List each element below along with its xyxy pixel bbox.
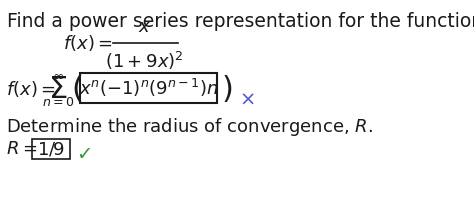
Text: Find a power series representation for the function.: Find a power series representation for t… [8,12,474,31]
Text: $(1 + 9x)^2$: $(1 + 9x)^2$ [105,50,184,72]
Text: $f(x) =$: $f(x) =$ [6,79,55,99]
FancyBboxPatch shape [32,139,71,159]
Text: Determine the radius of convergence, $R$.: Determine the radius of convergence, $R$… [6,116,373,138]
Text: $x$: $x$ [138,18,151,36]
Text: $\checkmark$: $\checkmark$ [76,143,91,161]
Text: $R =$: $R =$ [6,140,37,158]
Text: $)$: $)$ [221,74,232,105]
Text: $\times$: $\times$ [239,89,255,108]
Text: $\Sigma$: $\Sigma$ [48,74,68,104]
Text: $n = 0$: $n = 0$ [42,95,74,108]
Text: $1/9$: $1/9$ [37,140,65,158]
Text: $x^n(-1)^n(9^{n-1})n$: $x^n(-1)^n(9^{n-1})n$ [79,77,219,99]
Text: $($: $($ [71,74,82,105]
Text: $f(x) =$: $f(x) =$ [63,33,113,53]
Text: $\infty$: $\infty$ [52,69,64,83]
FancyBboxPatch shape [80,73,218,103]
